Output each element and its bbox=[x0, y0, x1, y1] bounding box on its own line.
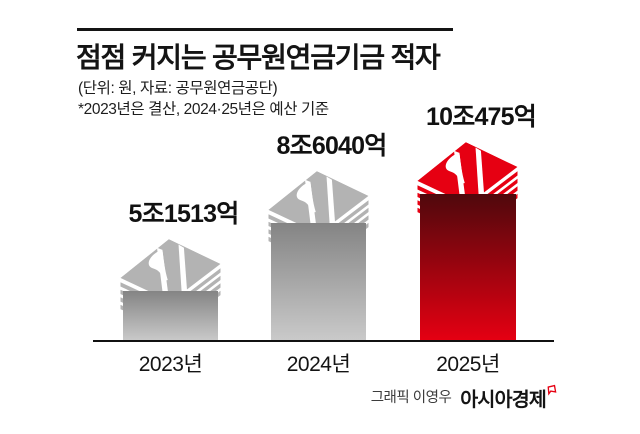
bar-value-label: 10조475억 bbox=[426, 103, 537, 131]
bar-value-label: 8조6040억 bbox=[276, 132, 388, 160]
brand-logo-text: 아시아경제 bbox=[460, 389, 547, 411]
bar-column bbox=[420, 194, 516, 341]
brand-logo-mark-icon bbox=[547, 384, 557, 396]
x-axis-tick-label: 2023년 bbox=[138, 353, 203, 376]
bar-column bbox=[271, 223, 366, 341]
graphic-credit-label: 그래픽 이영우 bbox=[370, 390, 452, 406]
title-rule bbox=[77, 28, 453, 31]
x-axis-tick-label: 2024년 bbox=[286, 353, 351, 376]
bar-value-label: 5조1513억 bbox=[128, 200, 240, 228]
unit-source-note: (단위: 원, 자료: 공무원연금공단) bbox=[78, 80, 278, 97]
credits: 그래픽 이영우 아시아경제 bbox=[371, 383, 557, 412]
chart-title: 점점 커지는 공무원연금기금 적자 bbox=[76, 42, 441, 73]
basis-note: *2023년은 결산, 2024·25년은 예산 기준 bbox=[78, 101, 329, 118]
x-axis-line bbox=[93, 340, 554, 343]
x-axis-tick-label: 2025년 bbox=[436, 353, 500, 376]
bar-column bbox=[123, 291, 218, 341]
